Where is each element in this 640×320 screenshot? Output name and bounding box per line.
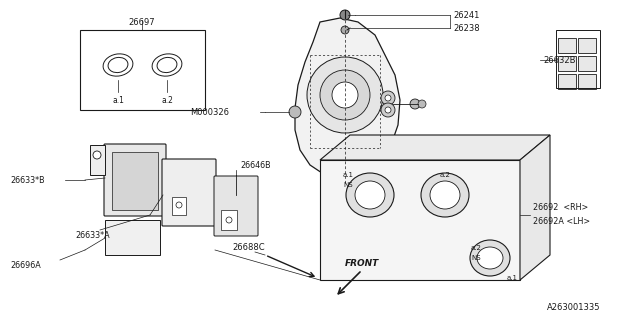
FancyBboxPatch shape — [162, 159, 216, 226]
Circle shape — [410, 99, 420, 109]
Bar — [578, 74, 596, 89]
Text: 26646B: 26646B — [240, 161, 271, 170]
Text: 26633*A: 26633*A — [75, 230, 109, 239]
Circle shape — [320, 70, 370, 120]
Polygon shape — [295, 18, 400, 178]
Circle shape — [332, 82, 358, 108]
Ellipse shape — [108, 57, 128, 73]
Text: a.2: a.2 — [440, 172, 451, 178]
Text: a.1: a.1 — [506, 275, 518, 281]
Ellipse shape — [346, 173, 394, 217]
Ellipse shape — [477, 247, 503, 269]
Bar — [578, 38, 596, 53]
Bar — [558, 74, 576, 89]
Text: 26632B: 26632B — [543, 55, 575, 65]
Bar — [172, 197, 186, 215]
Bar — [578, 56, 596, 71]
Ellipse shape — [103, 54, 133, 76]
Text: 26696A: 26696A — [10, 260, 41, 269]
Polygon shape — [520, 135, 550, 280]
Circle shape — [307, 57, 383, 133]
Text: 26688C: 26688C — [232, 244, 264, 252]
Circle shape — [176, 202, 182, 208]
Text: 26692A <LH>: 26692A <LH> — [533, 217, 590, 226]
Bar — [112, 152, 158, 210]
Text: a.1: a.1 — [342, 172, 353, 178]
Text: 26238: 26238 — [453, 23, 479, 33]
Ellipse shape — [430, 181, 460, 209]
Text: a.2: a.2 — [161, 95, 173, 105]
Bar — [105, 220, 160, 255]
Text: NS: NS — [343, 182, 353, 188]
Ellipse shape — [421, 173, 469, 217]
Bar — [320, 160, 520, 280]
Text: M000326: M000326 — [190, 108, 229, 116]
Text: 26241: 26241 — [453, 11, 479, 20]
Bar — [558, 38, 576, 53]
FancyBboxPatch shape — [104, 144, 166, 216]
Bar — [556, 30, 600, 88]
Circle shape — [341, 26, 349, 34]
Circle shape — [418, 100, 426, 108]
Circle shape — [226, 217, 232, 223]
Text: 26697: 26697 — [129, 18, 156, 27]
Circle shape — [381, 103, 395, 117]
Circle shape — [381, 91, 395, 105]
Circle shape — [289, 106, 301, 118]
Ellipse shape — [470, 240, 510, 276]
Bar — [221, 210, 237, 230]
Text: a.1: a.1 — [112, 95, 124, 105]
Bar — [80, 30, 205, 110]
Text: A263001335: A263001335 — [547, 303, 600, 313]
Text: 26692  <RH>: 26692 <RH> — [533, 203, 588, 212]
Text: a.2: a.2 — [470, 245, 481, 251]
Polygon shape — [90, 145, 105, 175]
Circle shape — [93, 151, 101, 159]
Ellipse shape — [355, 181, 385, 209]
Polygon shape — [320, 135, 550, 160]
Ellipse shape — [157, 57, 177, 73]
Text: NS: NS — [471, 255, 481, 261]
Circle shape — [385, 107, 391, 113]
Ellipse shape — [152, 54, 182, 76]
Text: 26633*B: 26633*B — [10, 175, 45, 185]
Circle shape — [385, 95, 391, 101]
Bar — [558, 56, 576, 71]
Circle shape — [340, 10, 350, 20]
Text: FRONT: FRONT — [345, 260, 380, 268]
FancyBboxPatch shape — [214, 176, 258, 236]
